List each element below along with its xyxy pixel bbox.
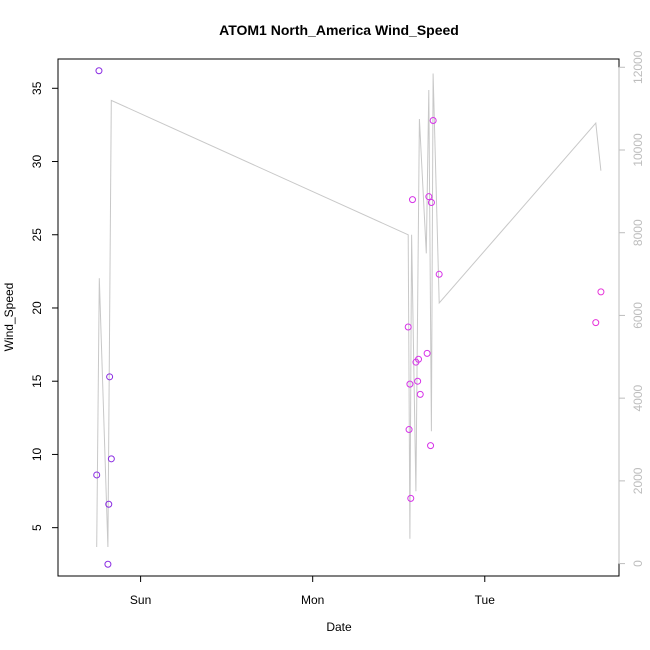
data-point xyxy=(95,67,103,75)
y-tick-label: 5 xyxy=(30,524,44,531)
data-point xyxy=(405,426,413,434)
data-point xyxy=(93,471,101,479)
data-point xyxy=(407,494,415,502)
x-tick-label: Sun xyxy=(130,593,151,607)
y-axis-left: 5 10 15 20 25 30 35 xyxy=(30,81,59,531)
x-tick-label: Tue xyxy=(475,593,496,607)
y-tick-label: 20 xyxy=(30,301,44,315)
primary-series-points xyxy=(93,67,605,568)
y2-tick-label: 12000 xyxy=(631,50,645,84)
y-tick-label: 35 xyxy=(30,81,44,95)
data-point xyxy=(429,117,437,125)
y2-tick-label: 0 xyxy=(631,560,645,567)
y2-tick-label: 4000 xyxy=(631,384,645,411)
data-point xyxy=(404,323,412,331)
y-tick-label: 15 xyxy=(30,374,44,388)
data-point xyxy=(427,199,435,207)
x-axis-label: Date xyxy=(326,620,352,634)
data-point xyxy=(107,455,115,463)
secondary-series-line xyxy=(96,73,602,548)
y2-tick-label: 2000 xyxy=(631,467,645,494)
chart-title: ATOM1 North_America Wind_Speed xyxy=(219,22,459,38)
data-point xyxy=(597,288,605,296)
data-point xyxy=(592,319,600,327)
y2-tick-label: 8000 xyxy=(631,219,645,246)
data-point xyxy=(414,377,422,385)
data-point xyxy=(423,349,431,357)
data-point xyxy=(415,355,423,363)
data-point xyxy=(435,270,443,278)
series-line xyxy=(96,73,602,548)
data-point xyxy=(416,390,424,398)
y-tick-label: 30 xyxy=(30,155,44,169)
y2-tick-label: 10000 xyxy=(631,133,645,167)
plot-frame xyxy=(57,58,620,577)
x-tick-label: Mon xyxy=(301,593,324,607)
y-axis-label: Wind_Speed xyxy=(2,283,16,352)
data-point xyxy=(105,500,113,508)
data-point xyxy=(104,560,112,568)
data-point xyxy=(427,442,435,450)
y-tick-label: 10 xyxy=(30,447,44,461)
y-axis-right: 0 2000 4000 6000 8000 10000 12000 xyxy=(618,50,645,567)
x-axis: Sun Mon Tue xyxy=(130,575,496,607)
data-point xyxy=(425,193,433,201)
data-point xyxy=(406,380,414,388)
y-tick-label: 25 xyxy=(30,228,44,242)
data-point xyxy=(106,373,114,381)
data-point xyxy=(408,196,416,204)
y2-tick-label: 6000 xyxy=(631,302,645,329)
